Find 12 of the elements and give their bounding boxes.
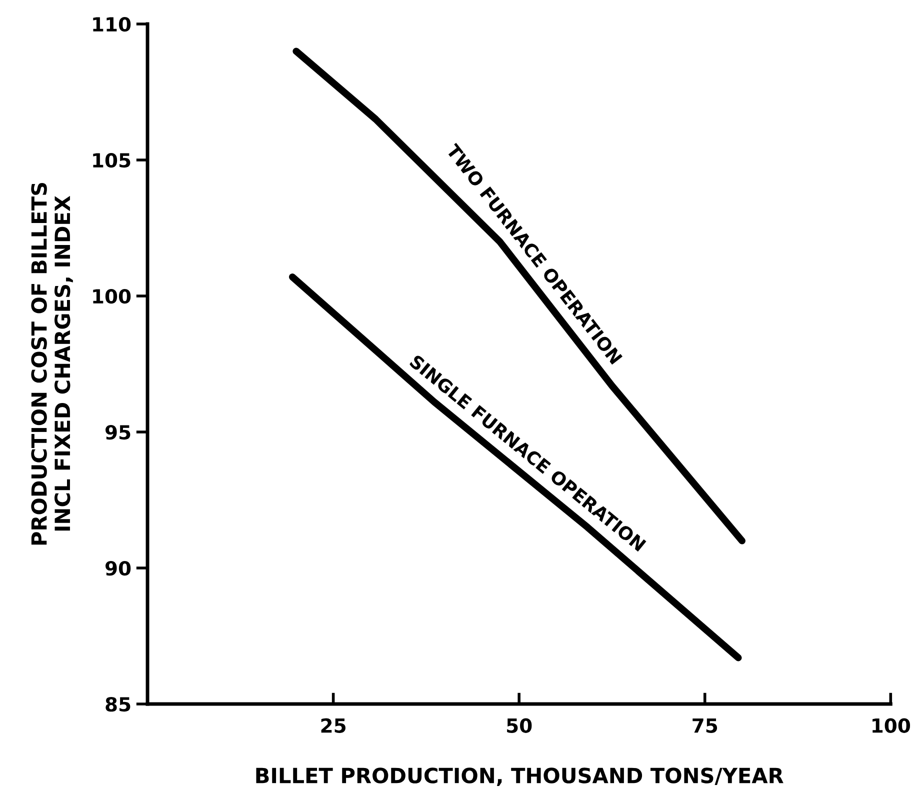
y-tick-label: 95 (105, 424, 130, 440)
y-tick-label: 105 (93, 152, 130, 168)
y-axis-title: PRODUCTION COST OF BILLETS INCL FIXED CHARGES, INDEX (31, 182, 73, 545)
y-tick-label: 110 (93, 16, 131, 32)
x-tick-label: 50 (507, 718, 532, 733)
x-axis-title: BILLET PRODUCTION, THOUSAND TONS/YEAR (256, 768, 784, 786)
y-tick-label: 85 (106, 696, 130, 712)
y-tick-label: 100 (93, 288, 131, 304)
x-tick-label: 100 (872, 718, 910, 733)
x-tick-label: 75 (692, 718, 718, 733)
y-tick-label: 90 (105, 560, 131, 576)
x-tick-label: 25 (321, 718, 346, 733)
